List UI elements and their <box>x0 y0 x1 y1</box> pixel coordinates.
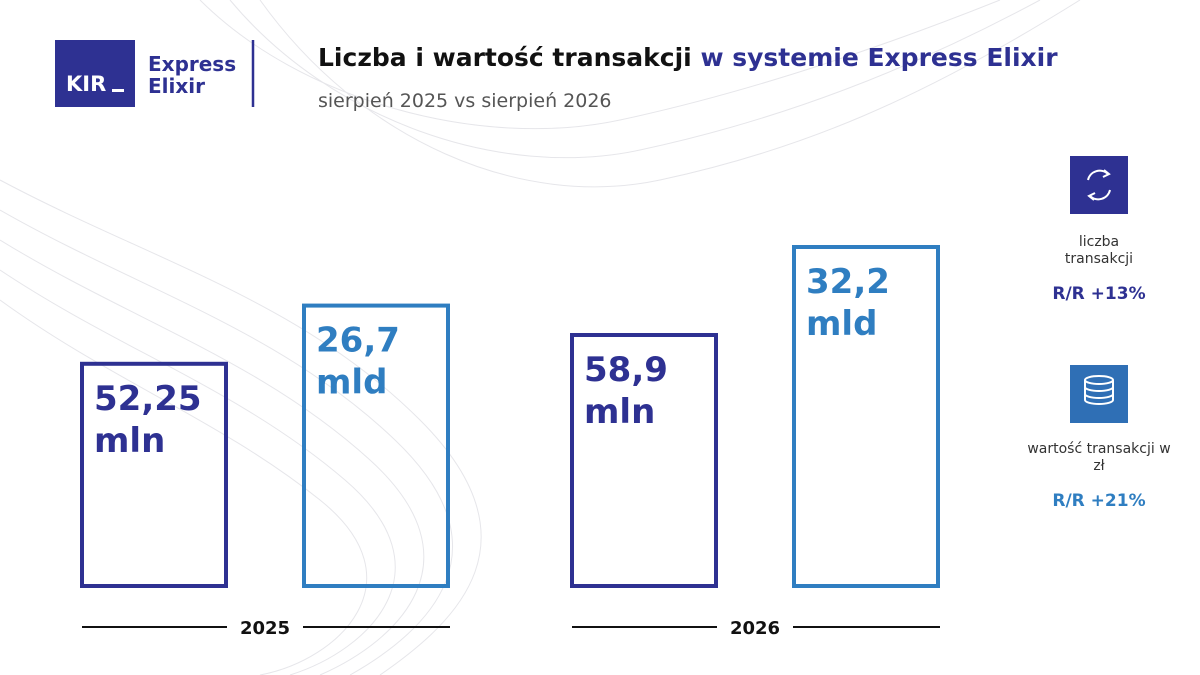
value-unit: mld <box>316 363 387 403</box>
logo-box <box>55 40 135 107</box>
title: Liczba i wartość transakcji <box>318 43 692 72</box>
x-tick-label: 2025 <box>240 618 290 639</box>
value-label: 52,25 <box>94 379 202 419</box>
x-tick-label: 2026 <box>730 618 780 639</box>
icon-coins <box>1070 365 1128 423</box>
change-label: R/R +21% <box>1052 491 1146 511</box>
bar <box>792 245 940 588</box>
legend-label: liczba transakcji <box>1064 234 1134 267</box>
logo-mark <box>112 89 124 92</box>
chart-title: Liczba i wartość transakcji w systemie E… <box>318 43 1058 72</box>
icon-exchange <box>1070 156 1128 214</box>
title-highlight: w systemie Express Elixir <box>700 43 1058 72</box>
subtitle: sierpień 2025 vs sierpień 2026 <box>318 90 612 112</box>
brand-line: Express <box>148 52 236 76</box>
legend-label: wartość transakcji w zł <box>1027 441 1171 474</box>
value-unit: mln <box>94 421 165 461</box>
value-unit: mln <box>584 392 655 432</box>
value-label: 58,9 <box>584 350 668 390</box>
logo-text: KIR <box>66 72 106 96</box>
bar <box>570 333 718 588</box>
value-unit: mld <box>806 304 877 344</box>
background-contours <box>0 0 1081 675</box>
brand-line: Elixir <box>148 74 205 98</box>
value-label: 32,2 <box>806 262 890 302</box>
change-label: R/R +13% <box>1052 284 1146 304</box>
value-label: 26,7 <box>316 321 400 361</box>
bar <box>302 303 450 588</box>
bar <box>80 361 228 588</box>
